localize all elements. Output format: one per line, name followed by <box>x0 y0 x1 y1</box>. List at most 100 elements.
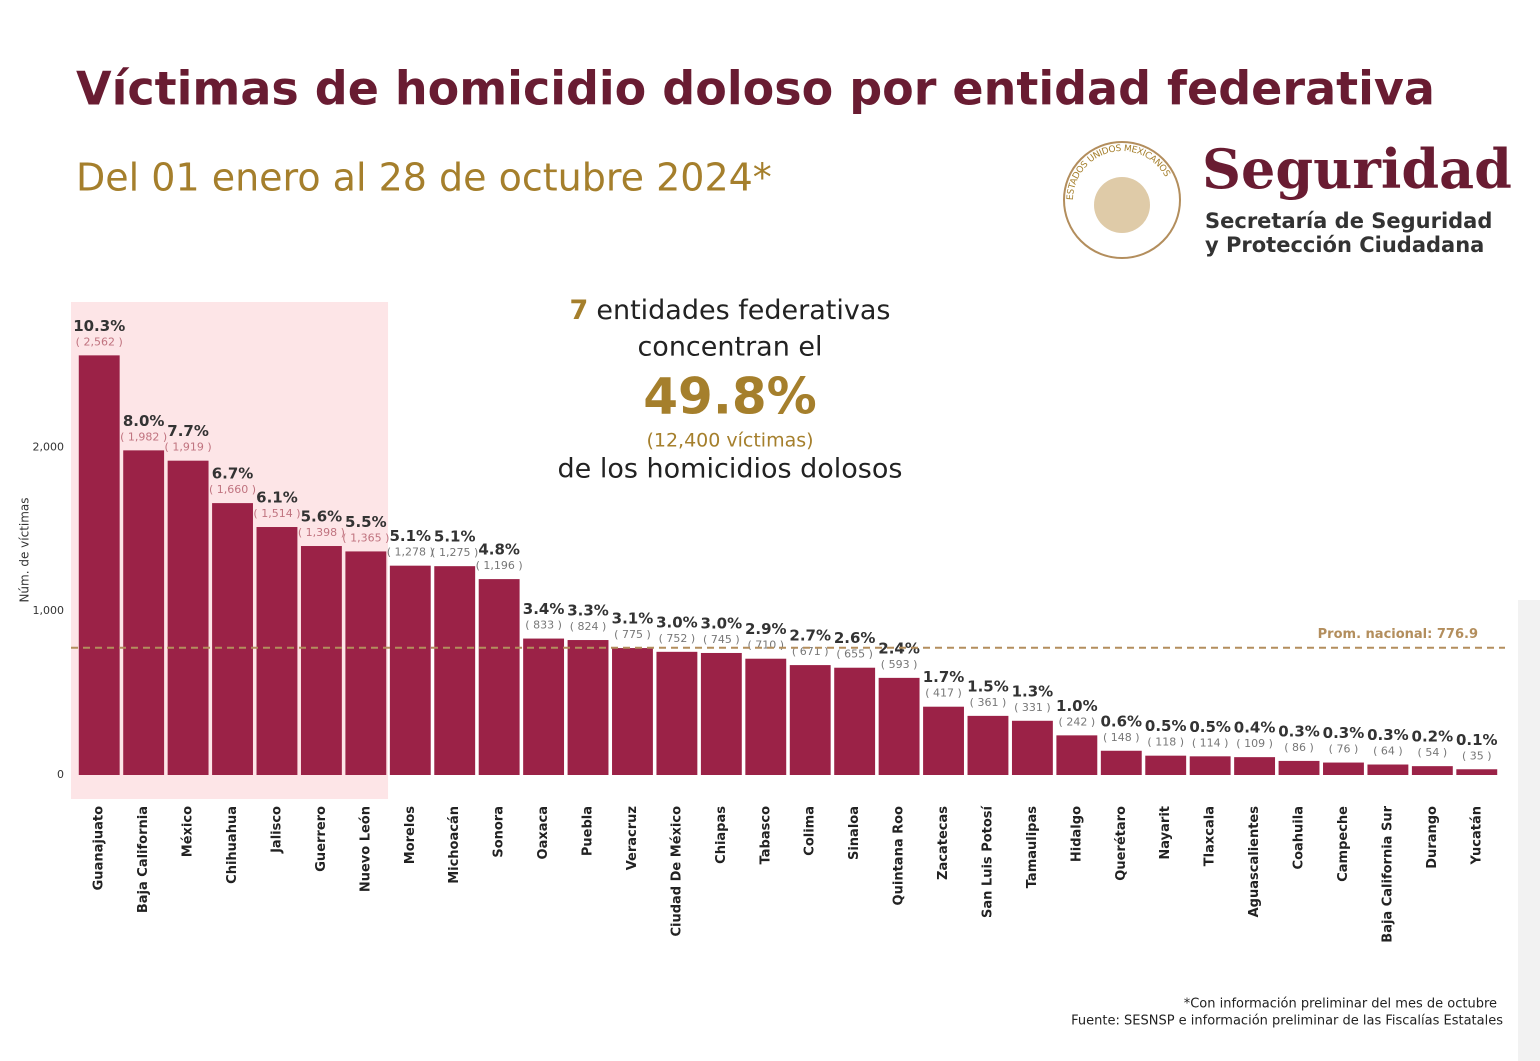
share-label: 0.3% <box>1323 724 1365 742</box>
bar <box>967 715 1009 775</box>
share-label: 0.1% <box>1456 731 1498 749</box>
x-tick-label: Chiapas <box>714 806 729 864</box>
share-label: 8.0% <box>123 412 165 430</box>
share-label: 1.0% <box>1056 697 1098 715</box>
seal: ESTADOS UNIDOS MEXICANOS <box>1063 141 1181 259</box>
x-tick-label: Nuevo León <box>358 806 373 892</box>
bar <box>656 651 698 775</box>
x-tick-label: Guerrero <box>314 806 329 872</box>
share-label: 5.1% <box>389 527 431 545</box>
value-label: ( 655 ) <box>836 648 873 661</box>
value-label: ( 1,514 ) <box>253 507 300 520</box>
x-tick-label: Puebla <box>581 806 596 856</box>
value-label: ( 242 ) <box>1059 715 1096 728</box>
value-label: ( 417 ) <box>925 687 962 700</box>
bar <box>345 551 387 775</box>
bar <box>256 527 298 775</box>
bar <box>745 658 787 775</box>
value-label: ( 1,365 ) <box>342 531 389 544</box>
value-label: ( 593 ) <box>881 658 918 671</box>
share-label: 3.1% <box>612 610 654 628</box>
x-tick-label: Tabasco <box>758 806 773 864</box>
annotation-line: concentran el <box>637 332 822 363</box>
value-label: ( 54 ) <box>1418 746 1448 759</box>
seal-emblem <box>1094 177 1150 233</box>
share-label: 0.4% <box>1234 719 1276 737</box>
side-panel <box>1518 600 1540 1061</box>
x-tick-label: Hidalgo <box>1069 806 1084 862</box>
seal-ring <box>1063 141 1181 259</box>
annotation-line: 7 entidades federativas <box>570 295 891 326</box>
x-tick-label: Guanajuato <box>92 806 107 890</box>
annotation-share: 49.8% <box>643 368 816 426</box>
bar <box>1367 764 1409 775</box>
bar <box>1189 756 1231 775</box>
value-label: ( 114 ) <box>1192 736 1229 749</box>
share-label: 3.4% <box>523 600 565 618</box>
value-label: ( 331 ) <box>1014 701 1051 714</box>
value-label: ( 824 ) <box>570 620 607 633</box>
x-tick-label: Michoacán <box>447 806 462 884</box>
share-label: 1.5% <box>967 677 1009 695</box>
x-tick-label: Baja California <box>136 806 151 913</box>
value-label: ( 148 ) <box>1103 731 1140 744</box>
share-label: 7.7% <box>167 422 209 440</box>
bar <box>300 546 342 775</box>
share-label: 5.1% <box>434 528 476 546</box>
y-axis-label: Núm. de víctimas <box>18 497 32 602</box>
annotation-count: 7 <box>570 295 589 326</box>
x-tick-label: Colima <box>803 806 818 856</box>
bar <box>1323 762 1364 775</box>
logo-line: y Protección Ciudadana <box>1205 233 1484 257</box>
bar <box>1456 769 1498 775</box>
logo-name: Seguridad <box>1202 137 1512 201</box>
share-label: 2.6% <box>834 629 876 647</box>
value-label: ( 745 ) <box>703 633 740 646</box>
x-tick-label: Durango <box>1425 806 1440 869</box>
source: Fuente: SESNSP e información preliminar … <box>1071 1014 1503 1029</box>
x-tick-label: México <box>181 806 196 857</box>
value-label: ( 1,196 ) <box>476 559 523 572</box>
value-label: ( 1,919 ) <box>165 441 212 454</box>
share-label: 0.5% <box>1189 718 1231 736</box>
share-label: 0.3% <box>1367 726 1409 744</box>
share-label: 0.3% <box>1278 722 1320 740</box>
x-tick-label: Aguascalientes <box>1247 806 1262 918</box>
x-tick-label: Querétaro <box>1114 806 1129 881</box>
share-label: 10.3% <box>73 317 125 335</box>
x-tick-label: Tamaulipas <box>1025 806 1040 889</box>
value-label: ( 1,398 ) <box>298 526 345 539</box>
value-label: ( 833 ) <box>525 619 562 632</box>
bar <box>700 652 742 775</box>
share-label: 3.3% <box>567 602 609 620</box>
x-tick-label: Veracruz <box>625 806 640 870</box>
share-label: 3.0% <box>656 613 698 631</box>
x-tick-label: Nayarit <box>1158 806 1173 860</box>
title: Víctimas de homicidio doloso por entidad… <box>76 62 1435 116</box>
share-label: 2.7% <box>789 627 831 645</box>
y-tick-label: 2,000 <box>33 440 65 453</box>
bar <box>1100 750 1142 775</box>
value-label: ( 2,562 ) <box>76 335 123 348</box>
bar <box>923 706 964 775</box>
bar <box>834 667 876 775</box>
value-label: ( 752 ) <box>659 632 696 645</box>
value-label: ( 64 ) <box>1373 745 1403 758</box>
x-tick-label: Coahuila <box>1292 806 1307 869</box>
value-label: ( 361 ) <box>970 696 1007 709</box>
value-label: ( 35 ) <box>1462 749 1492 762</box>
value-label: ( 775 ) <box>614 628 651 641</box>
x-tick-label: Chihuahua <box>225 806 240 884</box>
share-label: 6.1% <box>256 489 298 507</box>
value-label: ( 76 ) <box>1329 743 1359 756</box>
share-label: 2.9% <box>745 620 787 638</box>
value-label: ( 1,660 ) <box>209 483 256 496</box>
value-label: ( 1,278 ) <box>387 546 434 559</box>
x-tick-label: Oaxaca <box>536 806 551 859</box>
bar <box>212 503 253 775</box>
x-tick-label: Jalisco <box>269 806 284 854</box>
x-tick-label: Sonora <box>492 806 507 858</box>
annotation-text: entidades federativas <box>596 295 890 326</box>
x-tick-label: Morelos <box>403 806 418 864</box>
